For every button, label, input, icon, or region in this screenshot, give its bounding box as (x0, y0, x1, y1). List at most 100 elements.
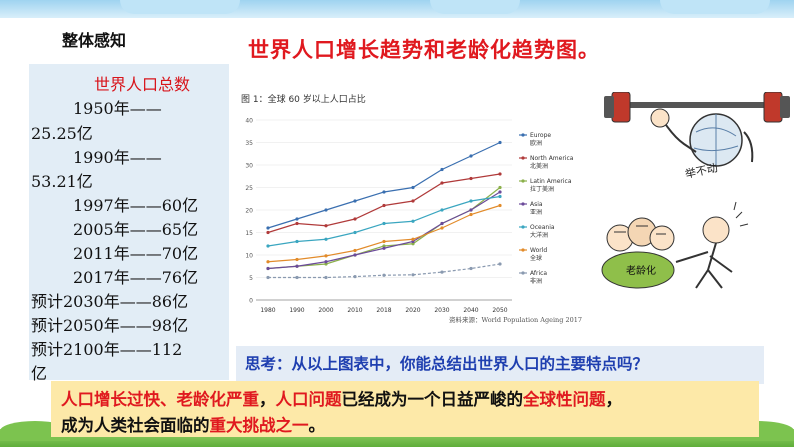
page-title: 世界人口增长趋势和老龄化趋势图。 (248, 38, 600, 62)
legend-label-cn: 全球 (530, 254, 542, 262)
conclusion-keyword: 人口增长过快、老龄化严重 (61, 390, 259, 409)
question-box: 思考：从以上图表中，你能总结出世界人口的主要特点吗？ (236, 346, 764, 384)
y-tick-label: 10 (245, 253, 253, 260)
data-point (440, 167, 444, 172)
data-point (382, 246, 386, 250)
population-line: 53.21亿 (31, 172, 93, 191)
legend-marker (521, 225, 525, 229)
data-point (469, 208, 473, 212)
data-point (266, 266, 270, 271)
legend-label: North America (530, 155, 574, 162)
conclusion-line-2: 成为人类社会面临的重大挑战之一。 (61, 412, 325, 436)
data-point (324, 208, 328, 212)
data-point (498, 203, 502, 208)
legend-marker (521, 156, 525, 160)
conclusion-text: 。 (308, 416, 326, 435)
population-line: 2011年——70亿 (73, 244, 199, 263)
legend-label: Europe (530, 132, 551, 139)
x-tick-label: 2010 (347, 307, 362, 314)
y-tick-label: 0 (249, 298, 253, 305)
y-tick-label: 15 (245, 230, 253, 237)
legend-label: Africa (530, 270, 547, 277)
question-text: 思考：从以上图表中，你能总结出世界人口的主要特点吗？ (245, 355, 649, 373)
legend-marker (521, 248, 525, 252)
legend-label-cn: 大洋洲 (530, 231, 548, 239)
data-point (324, 275, 328, 280)
data-point (382, 273, 386, 277)
data-point (353, 253, 357, 257)
x-tick-label: 1980 (260, 307, 275, 314)
data-point (498, 190, 502, 194)
cloud-decoration (660, 0, 770, 14)
conclusion-text: ， (605, 390, 623, 409)
data-point (469, 212, 473, 217)
conclusion-keyword: 重大挑战之一 (209, 416, 309, 435)
conclusion-text: 成为人类社会面临的 (61, 416, 210, 435)
data-point (440, 270, 444, 274)
data-point (324, 237, 328, 241)
data-point (382, 244, 386, 248)
cartoon-label-aging: 老龄化 (626, 264, 656, 277)
data-point (382, 221, 386, 226)
population-panel: 世界人口总数 1950年—— 25.25亿 1990年—— 53.21亿 199… (29, 64, 229, 383)
data-point (469, 154, 473, 158)
data-point (440, 226, 444, 230)
data-point (498, 172, 502, 176)
series-line (267, 191, 501, 270)
data-point (469, 199, 473, 203)
data-point (411, 185, 415, 190)
x-tick-label: 2040 (463, 307, 478, 314)
x-tick-label: 2020 (405, 307, 420, 314)
conclusion-line-1: 人口增长过快、老龄化严重，人口问题已经成为一个日益严峻的全球性问题， (61, 386, 622, 410)
data-point (295, 275, 299, 280)
data-point (266, 226, 270, 230)
population-line: 25.25亿 (31, 124, 93, 143)
data-point (498, 140, 502, 145)
data-point (295, 239, 299, 244)
data-point (498, 194, 502, 199)
section-heading: 整体感知 (62, 31, 127, 50)
data-point (353, 275, 357, 279)
legend-marker (521, 179, 525, 183)
data-point (324, 254, 328, 258)
population-heading: 世界人口总数 (94, 75, 191, 94)
x-tick-label: 2018 (376, 307, 391, 314)
data-point (266, 275, 270, 280)
data-point (295, 257, 299, 262)
data-point (295, 264, 299, 268)
y-tick-label: 40 (245, 118, 253, 125)
y-tick-label: 30 (245, 163, 253, 170)
legend-marker (521, 133, 525, 137)
series-line (267, 141, 501, 229)
population-line: 预计2030年——86亿 (31, 292, 189, 311)
legend-label: Latin America (530, 178, 572, 185)
legend-marker (521, 202, 525, 206)
x-tick-label: 2000 (318, 307, 333, 314)
data-point (382, 239, 386, 244)
weightlifting-cartoon: 举不动 (604, 92, 790, 181)
data-point (295, 217, 299, 221)
population-line: 亿 (31, 364, 48, 383)
data-point (498, 262, 502, 266)
y-tick-label: 35 (245, 140, 253, 147)
data-point (382, 190, 386, 194)
x-tick-label: 1990 (289, 307, 304, 314)
population-line: 预计2100年——112 (31, 340, 183, 359)
conclusion-keyword: 全球性问题 (523, 390, 606, 409)
population-line: 2017年——76亿 (73, 268, 199, 287)
data-point (353, 248, 357, 253)
conclusion-box: 人口增长过快、老龄化严重，人口问题已经成为一个日益严峻的全球性问题， 成为人类社… (51, 381, 759, 437)
data-point (469, 266, 473, 271)
data-point (382, 203, 386, 208)
legend-label: Asia (530, 201, 543, 208)
population-line: 2005年——65亿 (73, 220, 199, 239)
cloud-decoration (430, 0, 520, 14)
y-tick-label: 20 (245, 208, 253, 215)
population-line: 1990年—— (73, 148, 162, 167)
population-line: 预计2050年——98亿 (31, 316, 189, 335)
population-line: 1950年—— (73, 99, 162, 118)
y-tick-label: 25 (245, 185, 253, 192)
data-point (324, 224, 328, 228)
data-point (411, 239, 415, 244)
legend-label: World (530, 247, 547, 254)
